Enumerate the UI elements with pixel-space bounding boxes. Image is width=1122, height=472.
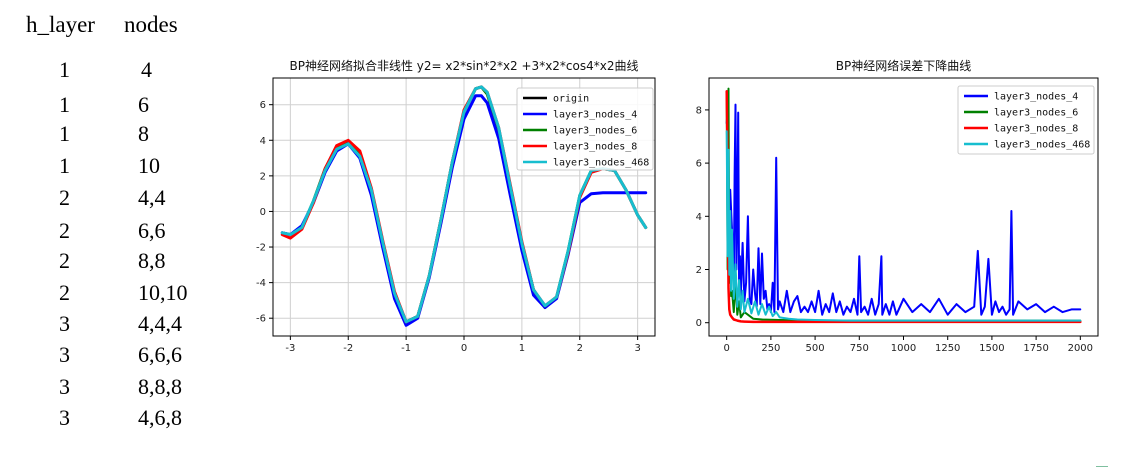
table-cell-nodes: 6,6 (138, 218, 166, 243)
series-line-layer3_nodes_4 (280, 94, 648, 327)
y-tick-label: 8 (696, 105, 702, 116)
legend-label: layer3_nodes_4 (553, 110, 637, 121)
header-h-layer: h_layer (26, 12, 95, 37)
table-cell-h-layer: 1 (59, 153, 70, 178)
table-cell-h-layer: 2 (59, 280, 70, 305)
y-tick-label: 2 (260, 171, 266, 182)
header-nodes: nodes (124, 12, 178, 37)
table-cell-h-layer: 2 (59, 248, 70, 273)
x-tick-label: 1 (519, 343, 525, 354)
table-cell-h-layer: 1 (59, 92, 70, 117)
table-cell-nodes: 8 (138, 121, 149, 146)
table-cell-nodes: 6 (138, 92, 149, 117)
parameter-table: h_layer nodes 1 4 1 6 1 8 1 10 2 4,4 2 6,6 2 8,8 2 10,1… (0, 0, 260, 472)
x-tick-label: 0 (723, 343, 729, 354)
plot-area (725, 87, 1082, 324)
table-cell-h-layer: 3 (59, 311, 70, 336)
table-cell-nodes: 4,4 (138, 185, 166, 210)
x-tick-label: 1500 (979, 343, 1004, 354)
series-line-layer3_nodes_6 (725, 87, 1082, 322)
x-tick-label: 1750 (1023, 343, 1048, 354)
series-line-layer3_nodes_8 (725, 90, 1082, 324)
table-cell-h-layer: 2 (59, 218, 70, 243)
chart-title: BP神经网络误差下降曲线 (836, 58, 971, 73)
legend-label: layer3_nodes_468 (553, 158, 649, 169)
legend-label: layer3_nodes_8 (553, 142, 637, 153)
series-line-layer3_nodes_468 (280, 85, 648, 324)
legend-box (957, 85, 1095, 155)
x-tick-label: -3 (285, 343, 295, 354)
table-cell-nodes: 6,6,6 (138, 342, 182, 367)
table-cell-h-layer: 2 (59, 185, 70, 210)
table-cell-nodes: 10,10 (138, 280, 188, 305)
corner-mark (1096, 466, 1108, 470)
x-tick-label: 1000 (891, 343, 916, 354)
table-cell-h-layer: 1 (59, 57, 70, 82)
table-cell-nodes: 4,6,8 (138, 405, 182, 430)
series-line-layer3_nodes_4 (725, 103, 1082, 316)
plot-area (280, 85, 648, 327)
y-tick-label: 2 (696, 265, 702, 276)
legend-label: origin (553, 94, 589, 105)
chart-title: BP神经网络拟合非线性 y2= x2*sin*2*x2 +3*x2*cos4*x… (290, 58, 639, 73)
legend-label: layer3_nodes_8 (994, 124, 1078, 135)
axes-frame (272, 77, 656, 337)
x-tick-label: 3 (634, 343, 640, 354)
legend-label: layer3_nodes_468 (994, 140, 1090, 151)
table-cell-nodes: 4,4,4 (138, 311, 182, 336)
x-tick-label: 2000 (1068, 343, 1093, 354)
table-cell-nodes: 8,8 (138, 248, 166, 273)
y-tick-label: 0 (696, 318, 702, 329)
y-tick-label: 0 (260, 207, 266, 218)
series-line-layer3_nodes_8 (280, 85, 648, 324)
legend-label: layer3_nodes_6 (994, 108, 1078, 119)
table-cell-h-layer: 3 (59, 405, 70, 430)
y-tick-label: 6 (260, 100, 266, 111)
y-tick-label: 4 (260, 136, 266, 147)
x-tick-label: 0 (461, 343, 467, 354)
table-cell-nodes: 8,8,8 (138, 374, 182, 399)
x-tick-label: 1250 (935, 343, 960, 354)
y-tick-label: 4 (696, 212, 702, 223)
legend-label: layer3_nodes_6 (553, 126, 637, 137)
table-cell-h-layer: 3 (59, 342, 70, 367)
x-tick-label: -2 (343, 343, 353, 354)
series-line-layer3_nodes_468 (725, 130, 1082, 322)
legend-label: layer3_nodes_4 (994, 92, 1078, 103)
x-tick-label: 500 (806, 343, 825, 354)
axes-frame (708, 77, 1099, 337)
legend-box (516, 87, 654, 171)
x-tick-label: 750 (850, 343, 869, 354)
table-cell-nodes: 10 (138, 153, 160, 178)
y-tick-label: 6 (696, 159, 702, 170)
table-cell-h-layer: 1 (59, 121, 70, 146)
x-tick-label: 250 (761, 343, 780, 354)
x-tick-label: 2 (577, 343, 583, 354)
series-line-layer3_nodes_6 (280, 85, 648, 324)
table-cell-h-layer: 3 (59, 374, 70, 399)
x-tick-label: -1 (401, 343, 411, 354)
series-line-origin (281, 85, 647, 323)
table-cell-nodes: 4 (141, 57, 152, 82)
